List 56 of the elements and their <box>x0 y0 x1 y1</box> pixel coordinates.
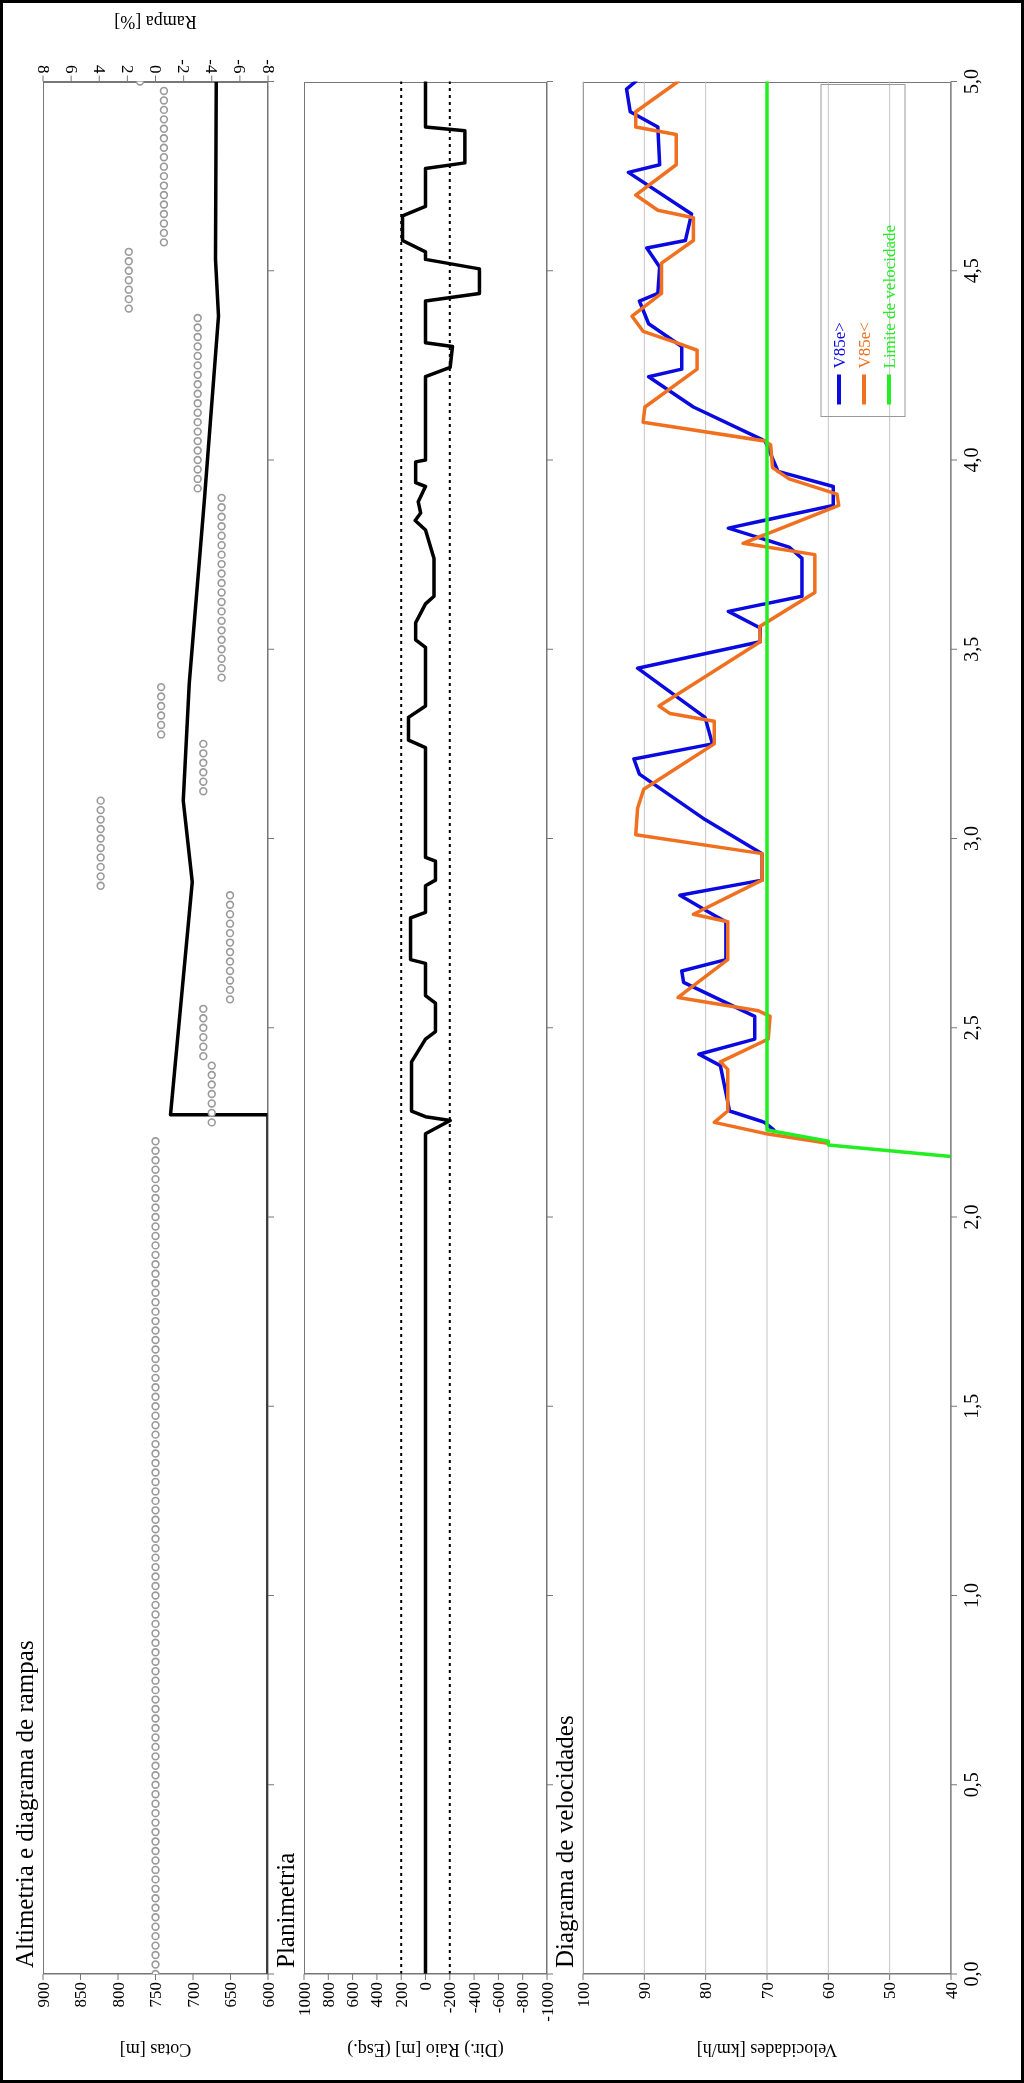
x-tick-label: 400 <box>367 1982 387 2008</box>
text: V85e< <box>854 322 874 369</box>
x-tick-label: 750 <box>146 1982 165 2008</box>
x-tick-label: -1000 <box>537 1982 557 2022</box>
x2-tick-label: -6 <box>230 59 250 74</box>
x-tick-label: 90 <box>634 1982 654 1999</box>
x-tick-label: 700 <box>183 1982 203 2008</box>
x-tick-label: 800 <box>318 1982 338 2008</box>
x-tick-label: 70 <box>757 1982 777 1999</box>
x-tick-label: 650 <box>221 1982 240 2008</box>
x-tick-label: -400 <box>464 1982 484 2014</box>
text: V85e> <box>829 322 849 369</box>
y-tick-label: 1,5 <box>960 1393 982 1419</box>
x2-tick-label: 8 <box>33 65 53 74</box>
text: Limite de velocidade <box>879 225 899 369</box>
x-tick-label: 60 <box>818 1982 838 1999</box>
x-tick-label: 100 <box>573 1982 593 2008</box>
x-tick-label: 40 <box>941 1982 961 1999</box>
x-tick-label: 900 <box>33 1982 53 2008</box>
x2-tick-label: 6 <box>61 65 81 74</box>
y-tick-label: 2,5 <box>960 1015 982 1041</box>
x-tick-label: 600 <box>343 1982 363 2008</box>
y-tick-label: 4,0 <box>960 447 982 473</box>
x-tick-label: 80 <box>696 1982 716 1999</box>
text: Planimetria <box>272 1852 299 1968</box>
x2-tick-label: 2 <box>117 65 137 74</box>
x-tick-label: 1000 <box>294 1982 314 2016</box>
x-axis-title: (Dir.) Raio [m] (Esq.) <box>347 2039 504 2060</box>
x-tick-label: 50 <box>880 1982 900 1999</box>
x2-tick-label: -2 <box>174 59 194 74</box>
x2-tick-label: -8 <box>258 59 278 74</box>
line-series <box>765 81 951 1159</box>
y-tick-label: 2,0 <box>960 1204 982 1230</box>
y-tick-label: 4,5 <box>960 258 982 284</box>
x2-tick-label: -4 <box>202 59 222 74</box>
y-tick-label: 5,0 <box>960 69 982 94</box>
x-tick-label: 0 <box>416 1982 435 1991</box>
x2-tick-label: 4 <box>89 65 109 74</box>
x2-axis-title: Rampa [%] <box>114 12 197 32</box>
x-tick-label: 200 <box>391 1982 411 2008</box>
y-tick-label: 0,5 <box>960 1772 982 1798</box>
x-tick-label: 600 <box>258 1982 278 2008</box>
x-tick-label: -200 <box>440 1982 460 2014</box>
x-tick-label: 800 <box>108 1982 128 2008</box>
text: Altimetria e diagrama de rampas <box>11 1640 38 1968</box>
text: Diagrama de velocidades <box>551 1715 578 1968</box>
y-tick-label: 0,0 <box>960 1961 982 1987</box>
y-tick-label: 1,0 <box>960 1583 982 1608</box>
x2-tick-label: 0 <box>146 65 165 74</box>
y-tick-label: 3,0 <box>960 826 982 851</box>
x-axis-title: Cotas [m] <box>119 2040 192 2060</box>
x-axis-title: Velocidades [km/h] <box>696 2040 838 2060</box>
y-tick-label: 3,5 <box>960 636 982 662</box>
x-tick-label: -800 <box>513 1982 533 2014</box>
x-tick-label: -600 <box>488 1982 508 2014</box>
x-tick-label: 850 <box>71 1982 90 2008</box>
